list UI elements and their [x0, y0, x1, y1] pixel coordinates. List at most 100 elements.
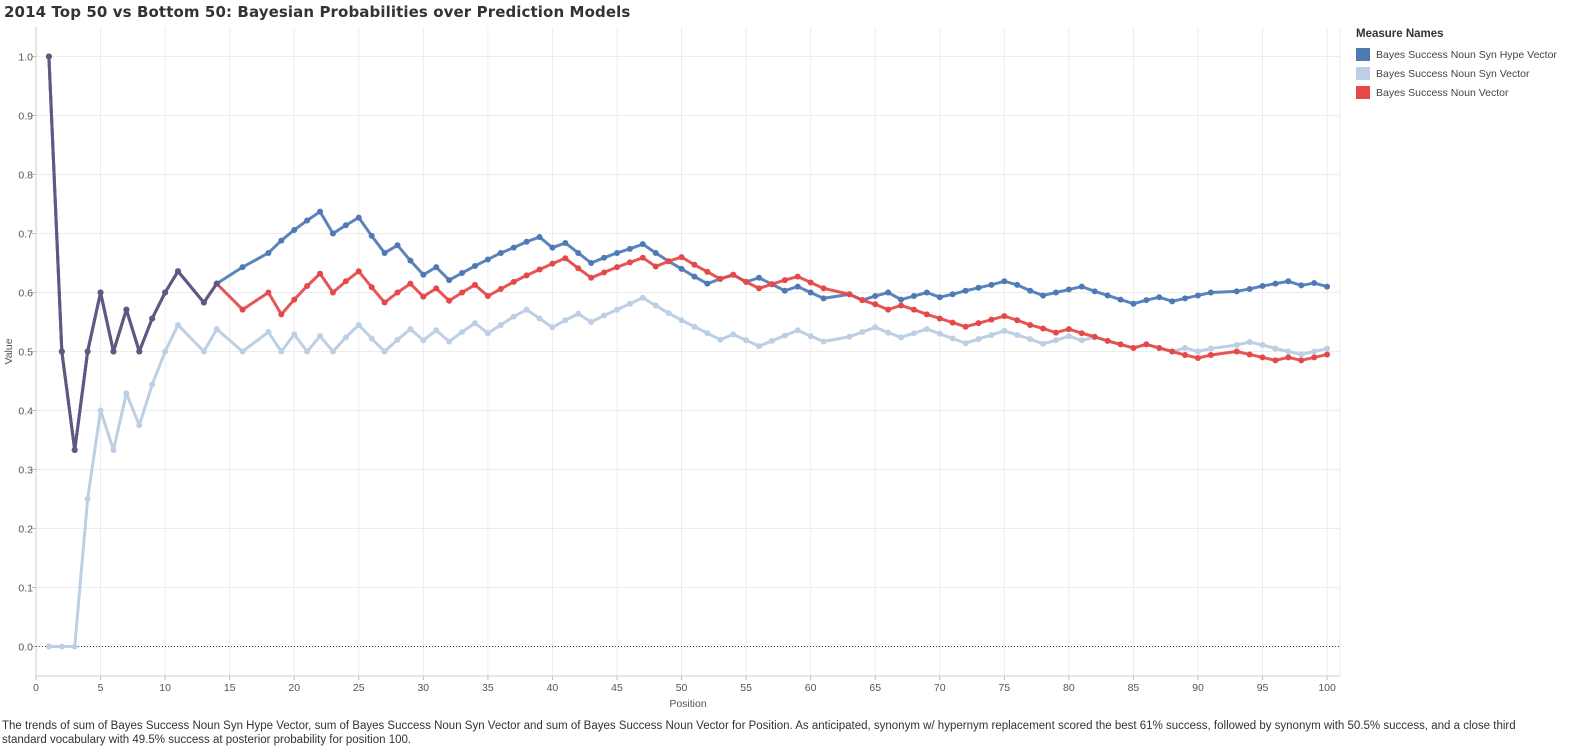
- series-syn-point[interactable]: [136, 422, 143, 429]
- series-hype-point[interactable]: [1298, 282, 1305, 289]
- series-hype-point[interactable]: [794, 283, 801, 290]
- series-hype-point[interactable]: [1104, 292, 1111, 299]
- series-syn-point[interactable]: [949, 335, 956, 342]
- series-noun-point[interactable]: [601, 269, 608, 276]
- series-noun-point[interactable]: [433, 285, 440, 292]
- series-syn-point[interactable]: [175, 321, 182, 328]
- series-syn-point[interactable]: [588, 319, 595, 325]
- legend-item-hype[interactable]: Bayes Success Noun Syn Hype Vector: [1356, 45, 1581, 64]
- series-hype-point[interactable]: [523, 238, 530, 245]
- series-syn-point[interactable]: [381, 348, 388, 355]
- series-hype-point[interactable]: [304, 217, 311, 224]
- series-syn-point[interactable]: [1027, 336, 1034, 343]
- series-syn-point[interactable]: [975, 336, 982, 343]
- series-syn-point[interactable]: [497, 321, 504, 328]
- series-noun-point[interactable]: [936, 315, 943, 322]
- series-hype-point[interactable]: [1001, 278, 1008, 285]
- series-hype-point[interactable]: [588, 260, 595, 266]
- series-noun-point[interactable]: [1182, 352, 1189, 359]
- series-noun-point[interactable]: [652, 263, 659, 270]
- series-syn-point[interactable]: [58, 643, 65, 650]
- series-noun-point[interactable]: [1014, 317, 1021, 324]
- series-syn-point[interactable]: [1194, 348, 1201, 355]
- series-noun-point[interactable]: [1324, 351, 1331, 358]
- series-syn-point[interactable]: [1259, 342, 1266, 349]
- series-noun-point[interactable]: [1001, 313, 1008, 320]
- series-hype-point[interactable]: [691, 273, 698, 280]
- series-hype-point[interactable]: [807, 289, 814, 296]
- series-hype-point[interactable]: [1078, 283, 1085, 290]
- series-noun-point[interactable]: [1272, 357, 1279, 364]
- series-hype-point[interactable]: [910, 293, 917, 300]
- series-hype-point[interactable]: [1130, 300, 1137, 307]
- series-noun-point[interactable]: [1130, 344, 1137, 351]
- series-hype-point[interactable]: [601, 254, 608, 261]
- series-syn-point[interactable]: [743, 337, 750, 344]
- series-hype-point[interactable]: [704, 280, 711, 287]
- series-noun-point[interactable]: [678, 254, 685, 261]
- series-noun-point[interactable]: [1104, 337, 1111, 344]
- series-syn-point[interactable]: [794, 327, 801, 334]
- series-hype-point[interactable]: [1040, 292, 1047, 299]
- series-hype-point[interactable]: [536, 234, 543, 241]
- series-hype-point[interactable]: [1117, 296, 1124, 303]
- series-noun-point[interactable]: [1298, 357, 1305, 364]
- series-syn-point[interactable]: [820, 338, 827, 345]
- series-hype-point[interactable]: [381, 249, 388, 256]
- series-syn-point[interactable]: [807, 333, 814, 340]
- series-overlap-point[interactable]: [71, 447, 78, 454]
- series-noun-point[interactable]: [329, 289, 336, 296]
- series-noun-point[interactable]: [536, 266, 543, 273]
- series-noun-point[interactable]: [381, 299, 388, 306]
- series-syn-point[interactable]: [394, 336, 401, 343]
- series-noun-point[interactable]: [368, 284, 375, 291]
- series-syn-point[interactable]: [1014, 331, 1021, 338]
- series-syn-point[interactable]: [859, 329, 866, 336]
- series-overlap-point[interactable]: [45, 53, 52, 60]
- series-hype-point[interactable]: [885, 289, 892, 296]
- series-syn-point[interactable]: [110, 447, 117, 454]
- series-syn-point[interactable]: [291, 331, 298, 338]
- series-noun-point[interactable]: [304, 283, 311, 290]
- series-hype-point[interactable]: [510, 244, 517, 251]
- series-hype-point[interactable]: [1091, 288, 1098, 295]
- series-noun-point[interactable]: [459, 289, 466, 296]
- series-syn-point[interactable]: [123, 390, 130, 397]
- series-syn-point[interactable]: [536, 315, 543, 322]
- series-syn-point[interactable]: [304, 348, 311, 355]
- series-syn-point[interactable]: [717, 336, 724, 343]
- series-hype-point[interactable]: [407, 257, 414, 264]
- series-hype-point[interactable]: [975, 284, 982, 291]
- series-syn-point[interactable]: [626, 300, 633, 307]
- series-syn-point[interactable]: [704, 330, 711, 337]
- series-noun-point[interactable]: [1065, 326, 1072, 333]
- series-hype-point[interactable]: [1246, 285, 1253, 292]
- series-noun-point[interactable]: [613, 264, 620, 271]
- series-noun-point[interactable]: [342, 278, 349, 285]
- series-syn-point[interactable]: [1078, 337, 1085, 344]
- series-syn-point[interactable]: [1040, 340, 1047, 347]
- series-noun-point[interactable]: [1091, 333, 1098, 340]
- series-hype-point[interactable]: [1014, 281, 1021, 288]
- series-noun-point[interactable]: [278, 311, 285, 318]
- series-syn-point[interactable]: [988, 331, 995, 338]
- series-syn-point[interactable]: [768, 337, 775, 344]
- series-noun-point[interactable]: [704, 268, 711, 275]
- series-syn-point[interactable]: [562, 317, 569, 324]
- series-noun-point[interactable]: [471, 281, 478, 288]
- series-hype-point[interactable]: [626, 245, 633, 252]
- series-syn-point[interactable]: [317, 333, 324, 340]
- series-hype-point[interactable]: [265, 249, 272, 256]
- series-syn-point[interactable]: [446, 338, 453, 345]
- series-hype-point[interactable]: [420, 271, 427, 278]
- series-noun-point[interactable]: [1156, 344, 1163, 351]
- series-hype-point[interactable]: [872, 293, 879, 300]
- series-hype-point[interactable]: [575, 249, 582, 256]
- series-syn-point[interactable]: [872, 324, 879, 331]
- series-noun-point[interactable]: [317, 270, 324, 277]
- series-syn-point[interactable]: [45, 643, 52, 650]
- series-syn-point[interactable]: [1207, 345, 1214, 352]
- series-noun-point[interactable]: [885, 306, 892, 313]
- series-noun-point[interactable]: [730, 271, 737, 278]
- series-syn-point[interactable]: [1065, 333, 1072, 340]
